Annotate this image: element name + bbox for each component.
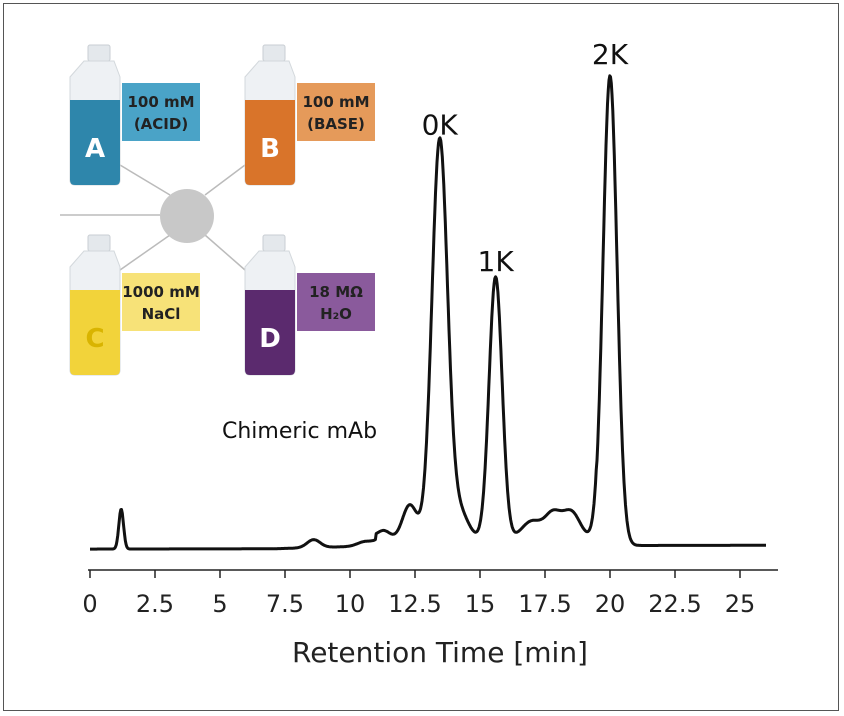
bottle-tag — [297, 83, 375, 141]
bottle-tag — [297, 273, 375, 331]
x-tick-label: 2.5 — [136, 590, 174, 618]
connector-b — [204, 164, 246, 196]
bottle-letter: B — [260, 134, 280, 164]
solvent-mixing-inset: A 100 mM (ACID) B 100 mM (BASE) C 1000 mM NaCl D 1… — [60, 44, 375, 376]
x-tick-label: 0 — [82, 590, 97, 618]
x-tick-label: 12.5 — [388, 590, 441, 618]
x-tick-label: 20 — [595, 590, 626, 618]
bottle-cap — [87, 234, 111, 252]
x-tick-label: 17.5 — [518, 590, 571, 618]
bottle-tag-line1: 1000 mM — [122, 283, 200, 301]
x-tick-label: 7.5 — [266, 590, 304, 618]
peak-label-1k: 1K — [478, 245, 515, 278]
bottle-tag-line1: 100 mM — [302, 93, 369, 111]
chromatogram-trace — [89, 74, 767, 551]
bottle-tag — [122, 273, 200, 331]
peak-label-0k: 0K — [422, 109, 459, 142]
bottle-cap — [87, 44, 111, 62]
x-tick-label: 22.5 — [648, 590, 701, 618]
bottle-letter: A — [85, 134, 105, 164]
bottle-letter: C — [85, 324, 104, 354]
connector-a — [119, 164, 171, 196]
bottle-cap — [262, 44, 286, 62]
bottle-liquid — [70, 100, 120, 185]
bottle-cap — [262, 234, 286, 252]
bottle-tag-line2: H₂O — [320, 305, 352, 323]
bottle-letter: D — [259, 324, 281, 354]
bottle-tag-line2: (BASE) — [307, 115, 365, 133]
bottle-d: D 18 MΩ H₂O — [244, 234, 375, 376]
x-tick-label: 25 — [725, 590, 756, 618]
bottle-c: C 1000 mM NaCl — [69, 234, 200, 376]
bottle-liquid — [245, 290, 295, 375]
peak-label-2k: 2K — [592, 38, 629, 71]
bottle-liquid — [70, 290, 120, 375]
x-tick-label: 10 — [335, 590, 366, 618]
bottle-tag — [122, 83, 200, 141]
bottle-tag-line2: (ACID) — [134, 115, 188, 133]
connector-d — [204, 234, 246, 271]
bottle-tag-line1: 18 MΩ — [309, 283, 363, 301]
bottle-a: A 100 mM (ACID) — [69, 44, 200, 186]
x-axis-label: Retention Time [min] — [292, 636, 588, 669]
mixer-circle — [160, 189, 214, 243]
connector-c — [119, 234, 171, 271]
sample-annotation: Chimeric mAb — [222, 419, 377, 444]
x-tick-label: 15 — [465, 590, 496, 618]
x-tick-label: 5 — [212, 590, 227, 618]
peak-labels: 0K 1K 2K — [422, 38, 629, 278]
bottle-liquid — [245, 100, 295, 185]
x-axis-ticks: 0 2.5 5 7.5 10 12.5 15 17.5 20 22.5 25 — [82, 570, 755, 618]
bottle-tag-line2: NaCl — [142, 305, 181, 323]
bottle-tag-line1: 100 mM — [127, 93, 194, 111]
bottle-b: B 100 mM (BASE) — [244, 44, 375, 186]
